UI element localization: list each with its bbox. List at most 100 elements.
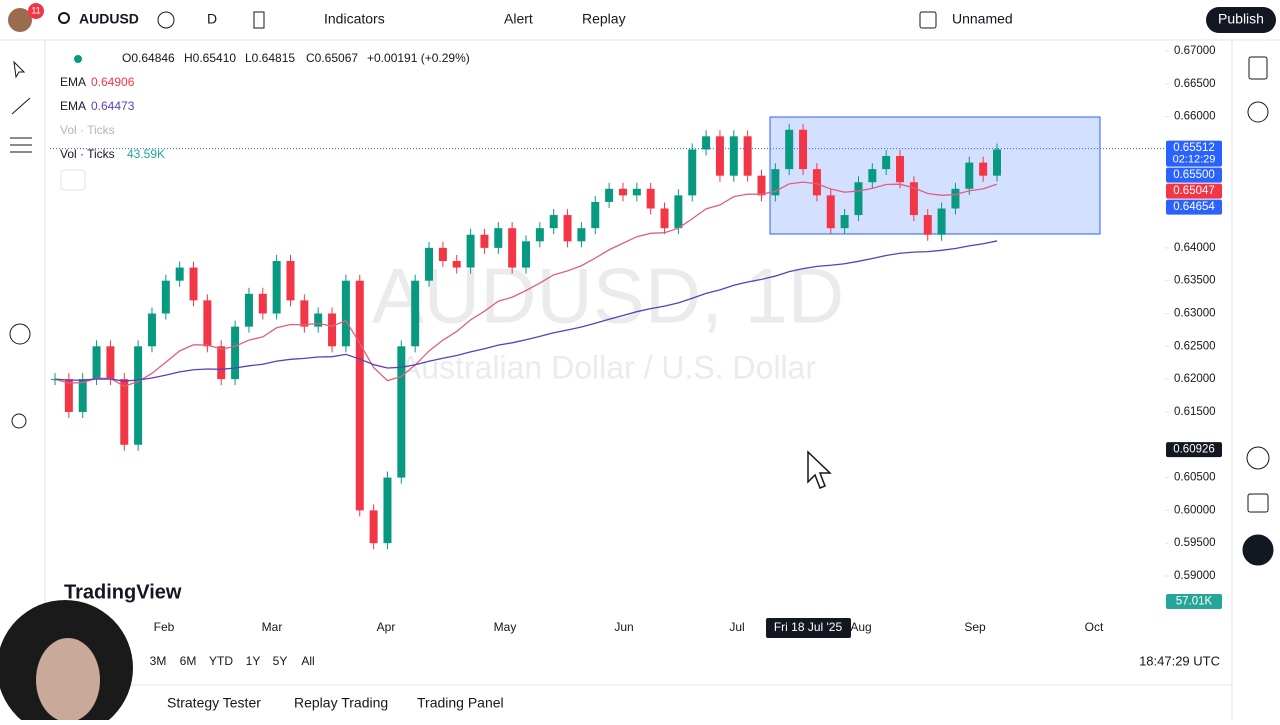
price-badge	[1166, 167, 1222, 183]
emoji-tool[interactable]	[9, 323, 31, 345]
y-tick-label: 0.66500	[1174, 78, 1216, 90]
y-tick-label: 0.59000	[1174, 570, 1216, 582]
ema-label: EMA	[60, 99, 86, 113]
candle	[161, 280, 170, 314]
candle	[522, 241, 530, 268]
ideas-icon[interactable]	[1246, 446, 1270, 470]
x-tick-label: Oct	[1085, 620, 1104, 634]
price-badge-label: 0.65047	[1173, 185, 1215, 197]
x-tick-label: Sep	[964, 620, 986, 634]
ema-label: EMA	[60, 75, 86, 89]
candle	[660, 208, 669, 229]
candle	[480, 234, 489, 248]
x-tick-label: Aug	[850, 620, 871, 634]
y-tick-label: 0.59500	[1174, 537, 1216, 549]
candle	[715, 136, 724, 176]
alerts-icon[interactable]	[1247, 101, 1269, 123]
ema-value: 0.64473	[91, 99, 135, 113]
candle	[452, 261, 461, 268]
watchlist-icon[interactable]	[1248, 56, 1268, 80]
range-button[interactable]: 1Y	[246, 654, 261, 668]
ema-line	[54, 181, 998, 388]
replay[interactable]: Replay	[582, 11, 626, 27]
calendar-icon[interactable]	[1247, 493, 1269, 513]
candle	[674, 195, 683, 229]
candle	[286, 261, 295, 301]
collapse-button[interactable]	[60, 169, 86, 191]
candle	[535, 228, 544, 242]
candle	[217, 346, 226, 380]
panel-tab[interactable]: Strategy Tester	[167, 695, 261, 711]
candle	[591, 201, 600, 229]
toolbar	[9, 60, 32, 429]
indicators[interactable]: Indicators	[324, 11, 385, 27]
range-button[interactable]: 3M	[150, 654, 167, 668]
candle	[729, 136, 738, 176]
candle	[993, 149, 1001, 176]
y-tick-label: 0.63000	[1174, 308, 1216, 320]
candle	[979, 162, 988, 176]
zoom-tool[interactable]	[11, 413, 27, 429]
price-badge-label: 0.65512	[1173, 142, 1215, 154]
price-badge-label: 0.64654	[1173, 201, 1215, 213]
candle	[120, 379, 129, 445]
candle	[868, 169, 877, 183]
y-tick-label: 0.62500	[1174, 340, 1216, 352]
ema-line	[54, 240, 998, 382]
layout-icon[interactable]	[919, 11, 937, 29]
layout-name[interactable]: Unnamed	[952, 11, 1013, 27]
x-tick-label: May	[494, 620, 517, 634]
add-icon[interactable]	[157, 11, 175, 29]
range-button[interactable]: All	[301, 654, 314, 668]
search-icon[interactable]	[58, 12, 70, 24]
publish-button[interactable]	[1206, 7, 1276, 33]
rectangle-drawing[interactable]	[769, 116, 1101, 235]
candle	[494, 228, 503, 248]
apps-icon[interactable]	[1242, 534, 1274, 566]
candle	[300, 300, 309, 327]
badge	[28, 3, 44, 19]
ohlc-high: H0.65410	[184, 51, 236, 65]
price-badge	[1166, 442, 1222, 458]
candle	[203, 300, 212, 347]
candle	[785, 129, 794, 170]
x-tick-label: Jun	[614, 620, 633, 634]
vol-label: Vol · Ticks	[60, 123, 115, 137]
candle	[799, 129, 808, 170]
volume-badge	[1166, 594, 1222, 609]
crosshair-date: Fri 18 Jul '25	[774, 620, 843, 634]
x-tick-label: Jul	[729, 620, 744, 634]
candle	[646, 188, 655, 209]
candle	[965, 162, 974, 189]
cursor-tool[interactable]	[13, 60, 26, 79]
candle	[231, 326, 240, 380]
candle	[383, 477, 392, 544]
price-badge-label: 0.60926	[1173, 444, 1215, 456]
range-button[interactable]: 5Y	[273, 654, 288, 668]
x-tick-label: Feb	[154, 620, 175, 634]
range-button[interactable]: YTD	[209, 654, 233, 668]
ema-value: 0.64906	[91, 75, 135, 89]
candle	[438, 247, 447, 261]
candle	[632, 188, 641, 196]
volume-badge-label: 57.01K	[1176, 596, 1213, 608]
range-button[interactable]: 6M	[180, 654, 197, 668]
symbol[interactable]: AUDUSD	[79, 11, 139, 27]
panel-tab[interactable]: Trading Panel	[417, 695, 504, 711]
interval[interactable]: D	[207, 11, 217, 27]
vol-label: Vol · Ticks	[60, 147, 115, 161]
fib-tool[interactable]	[10, 137, 32, 153]
candle	[106, 346, 115, 380]
avatar[interactable]	[8, 8, 32, 32]
panel-tab[interactable]: Replay Trading	[294, 695, 388, 711]
candle	[78, 379, 87, 412]
chart-type-icon[interactable]	[253, 11, 265, 29]
line-tool[interactable]	[11, 97, 31, 115]
webcam-face	[36, 638, 100, 722]
alert[interactable]: Alert	[504, 11, 533, 27]
publish-label[interactable]: Publish	[1218, 11, 1264, 27]
candle	[854, 182, 863, 216]
candle	[771, 169, 780, 196]
